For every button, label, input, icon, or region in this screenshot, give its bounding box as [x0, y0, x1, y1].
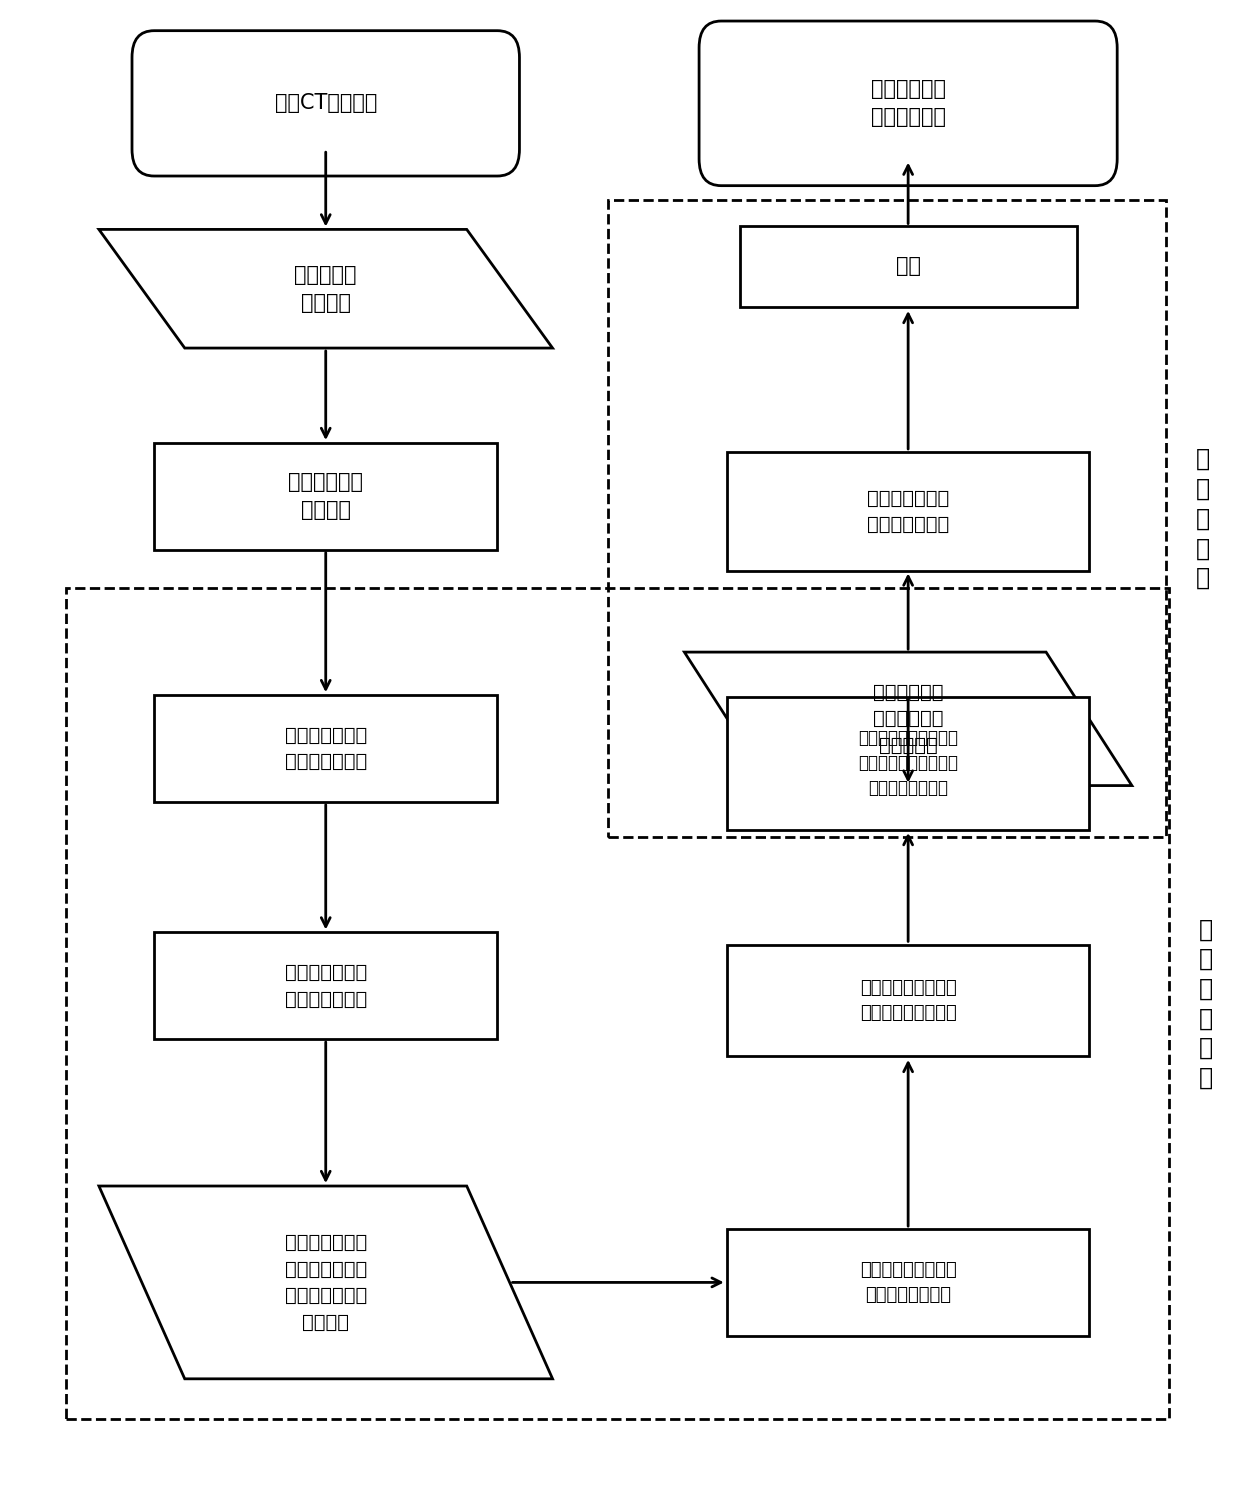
Text: 平移: 平移: [895, 256, 920, 277]
Bar: [66, 588, 1169, 1419]
Polygon shape: [684, 653, 1132, 786]
Bar: [728, 1229, 1089, 1335]
Bar: [154, 695, 497, 802]
FancyBboxPatch shape: [699, 21, 1117, 186]
Text: 确定主轴与截面交点
对骨折断端进行平移: 确定主轴与截面交点 对骨折断端进行平移: [859, 979, 956, 1022]
Bar: [728, 945, 1089, 1057]
Text: 三维的刚体
点系模型: 三维的刚体 点系模型: [294, 265, 357, 313]
Polygon shape: [99, 1186, 553, 1379]
Text: 骨
折
断
端
共
轴: 骨 折 断 端 共 轴: [1199, 918, 1213, 1090]
Text: 确定中心轴线及
其方向上的矢量: 确定中心轴线及 其方向上的矢量: [285, 963, 367, 1009]
Bar: [154, 443, 497, 549]
Bar: [154, 933, 497, 1039]
Bar: [728, 696, 1089, 829]
Bar: [739, 226, 1076, 307]
Text: 由断截面方程确
定共轴转动角度: 由断截面方程确 定共轴转动角度: [867, 488, 950, 534]
Bar: [728, 452, 1089, 570]
Text: 确定主轴的初始与最终
姿态，通过四元数球面
线性插值进行旋转: 确定主轴的初始与最终 姿态，通过四元数球面 线性插值进行旋转: [858, 729, 959, 798]
Text: 重建CT扫描图像: 重建CT扫描图像: [274, 93, 377, 114]
Text: 断
截
面
共
面: 断 截 面 共 面: [1195, 448, 1209, 590]
Text: 两断截面吻合
骨折复位完成: 两断截面吻合 骨折复位完成: [870, 79, 946, 127]
Text: 确定断截面的
长短主轴: 确定断截面的 长短主轴: [288, 473, 363, 521]
Polygon shape: [99, 229, 553, 349]
Text: 建立骨折断端的
三维直角坐标系: 建立骨折断端的 三维直角坐标系: [285, 726, 367, 771]
FancyBboxPatch shape: [131, 30, 520, 177]
Text: 实现两骨折断
端共轴的最优
路径点轨迹: 实现两骨折断 端共轴的最优 路径点轨迹: [873, 683, 944, 754]
Bar: [608, 199, 1166, 837]
Text: 中心轴线方向上
的矢量在三维直
角坐标系中的四
元数表示: 中心轴线方向上 的矢量在三维直 角坐标系中的四 元数表示: [285, 1234, 367, 1332]
Text: 选定操作难度较低的
骨折断端进行转动: 选定操作难度较低的 骨折断端进行转动: [859, 1260, 956, 1304]
